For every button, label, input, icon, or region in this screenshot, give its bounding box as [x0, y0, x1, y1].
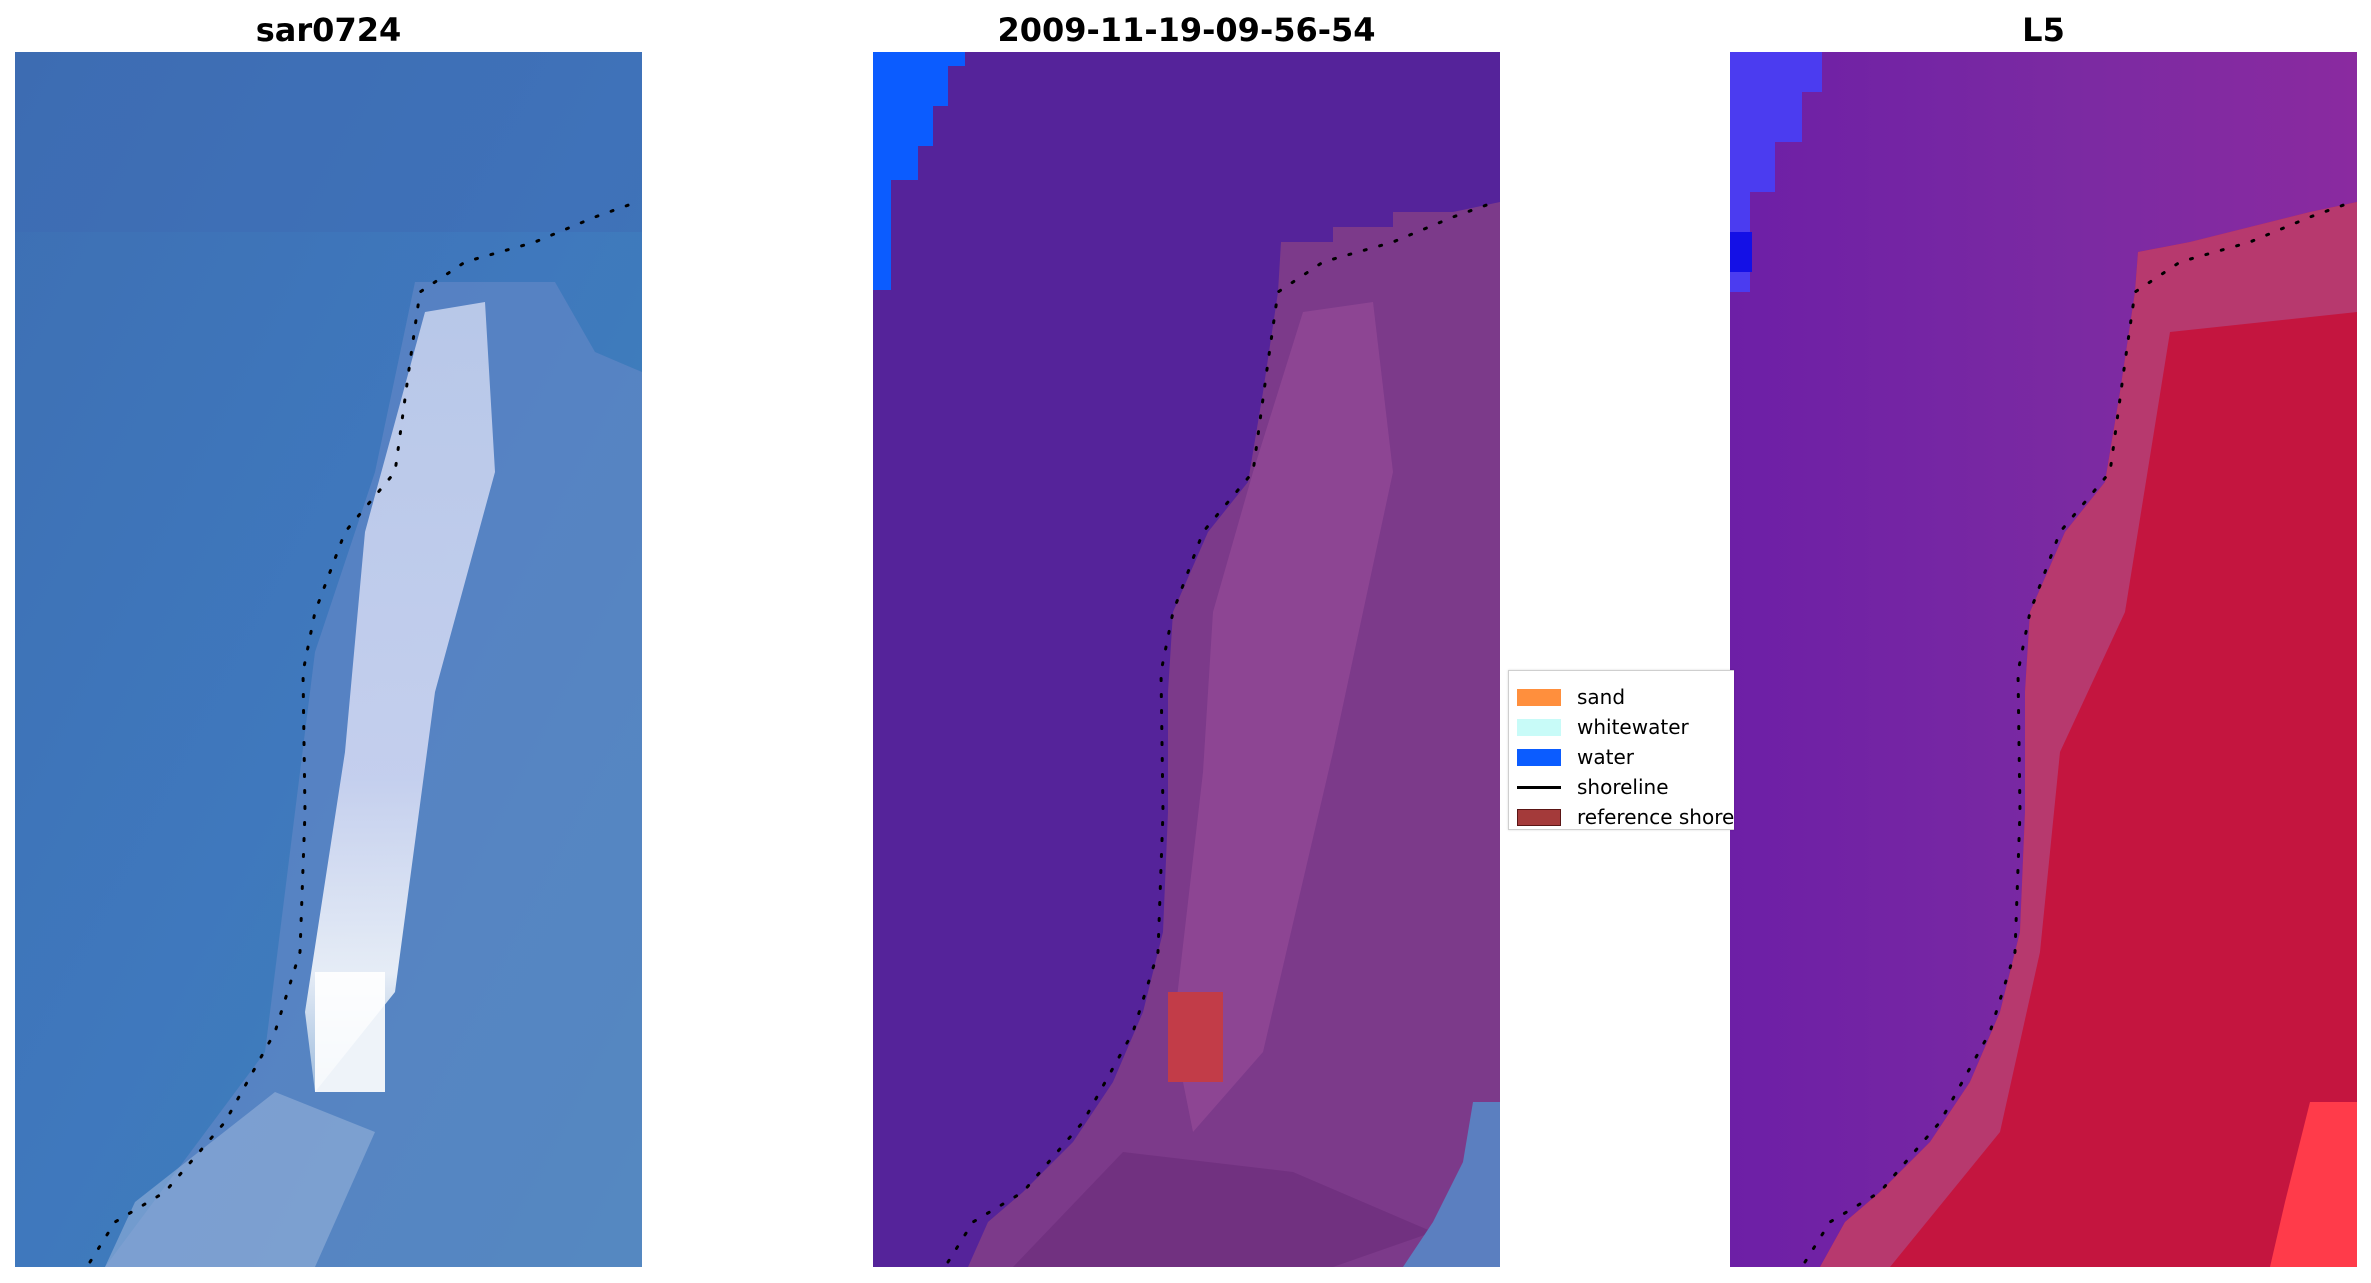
legend-item-shoreline: shoreline	[1517, 772, 1669, 802]
legend-item-water: water	[1517, 742, 1634, 772]
rgb-image-panel	[15, 52, 642, 1267]
classification-panel	[873, 52, 1500, 1267]
water-class-region	[873, 52, 965, 290]
sand-swatch	[1517, 688, 1561, 706]
classification-image	[873, 52, 1500, 1267]
shoreline-swatch	[1517, 785, 1561, 789]
index-image	[1730, 52, 2357, 1267]
legend: sand whitewater water shoreline referenc…	[1508, 670, 1734, 830]
reference-shoreline-region	[1168, 992, 1223, 1082]
water-swatch	[1517, 748, 1561, 766]
index-panel	[1730, 52, 2357, 1267]
panel-title-rgb: sar0724	[255, 11, 402, 49]
rgb-image	[15, 52, 642, 1267]
panel-title-classification: 2009-11-19-09-56-54	[997, 11, 1376, 49]
whitewater-swatch	[1517, 718, 1561, 736]
reference-shoreline-swatch	[1517, 808, 1561, 826]
panel-title-index: L5	[2022, 11, 2065, 49]
legend-item-whitewater: whitewater	[1517, 712, 1689, 742]
legend-item-reference-shoreline: reference shoreline	[1517, 802, 1734, 829]
legend-item-sand: sand	[1517, 682, 1625, 712]
